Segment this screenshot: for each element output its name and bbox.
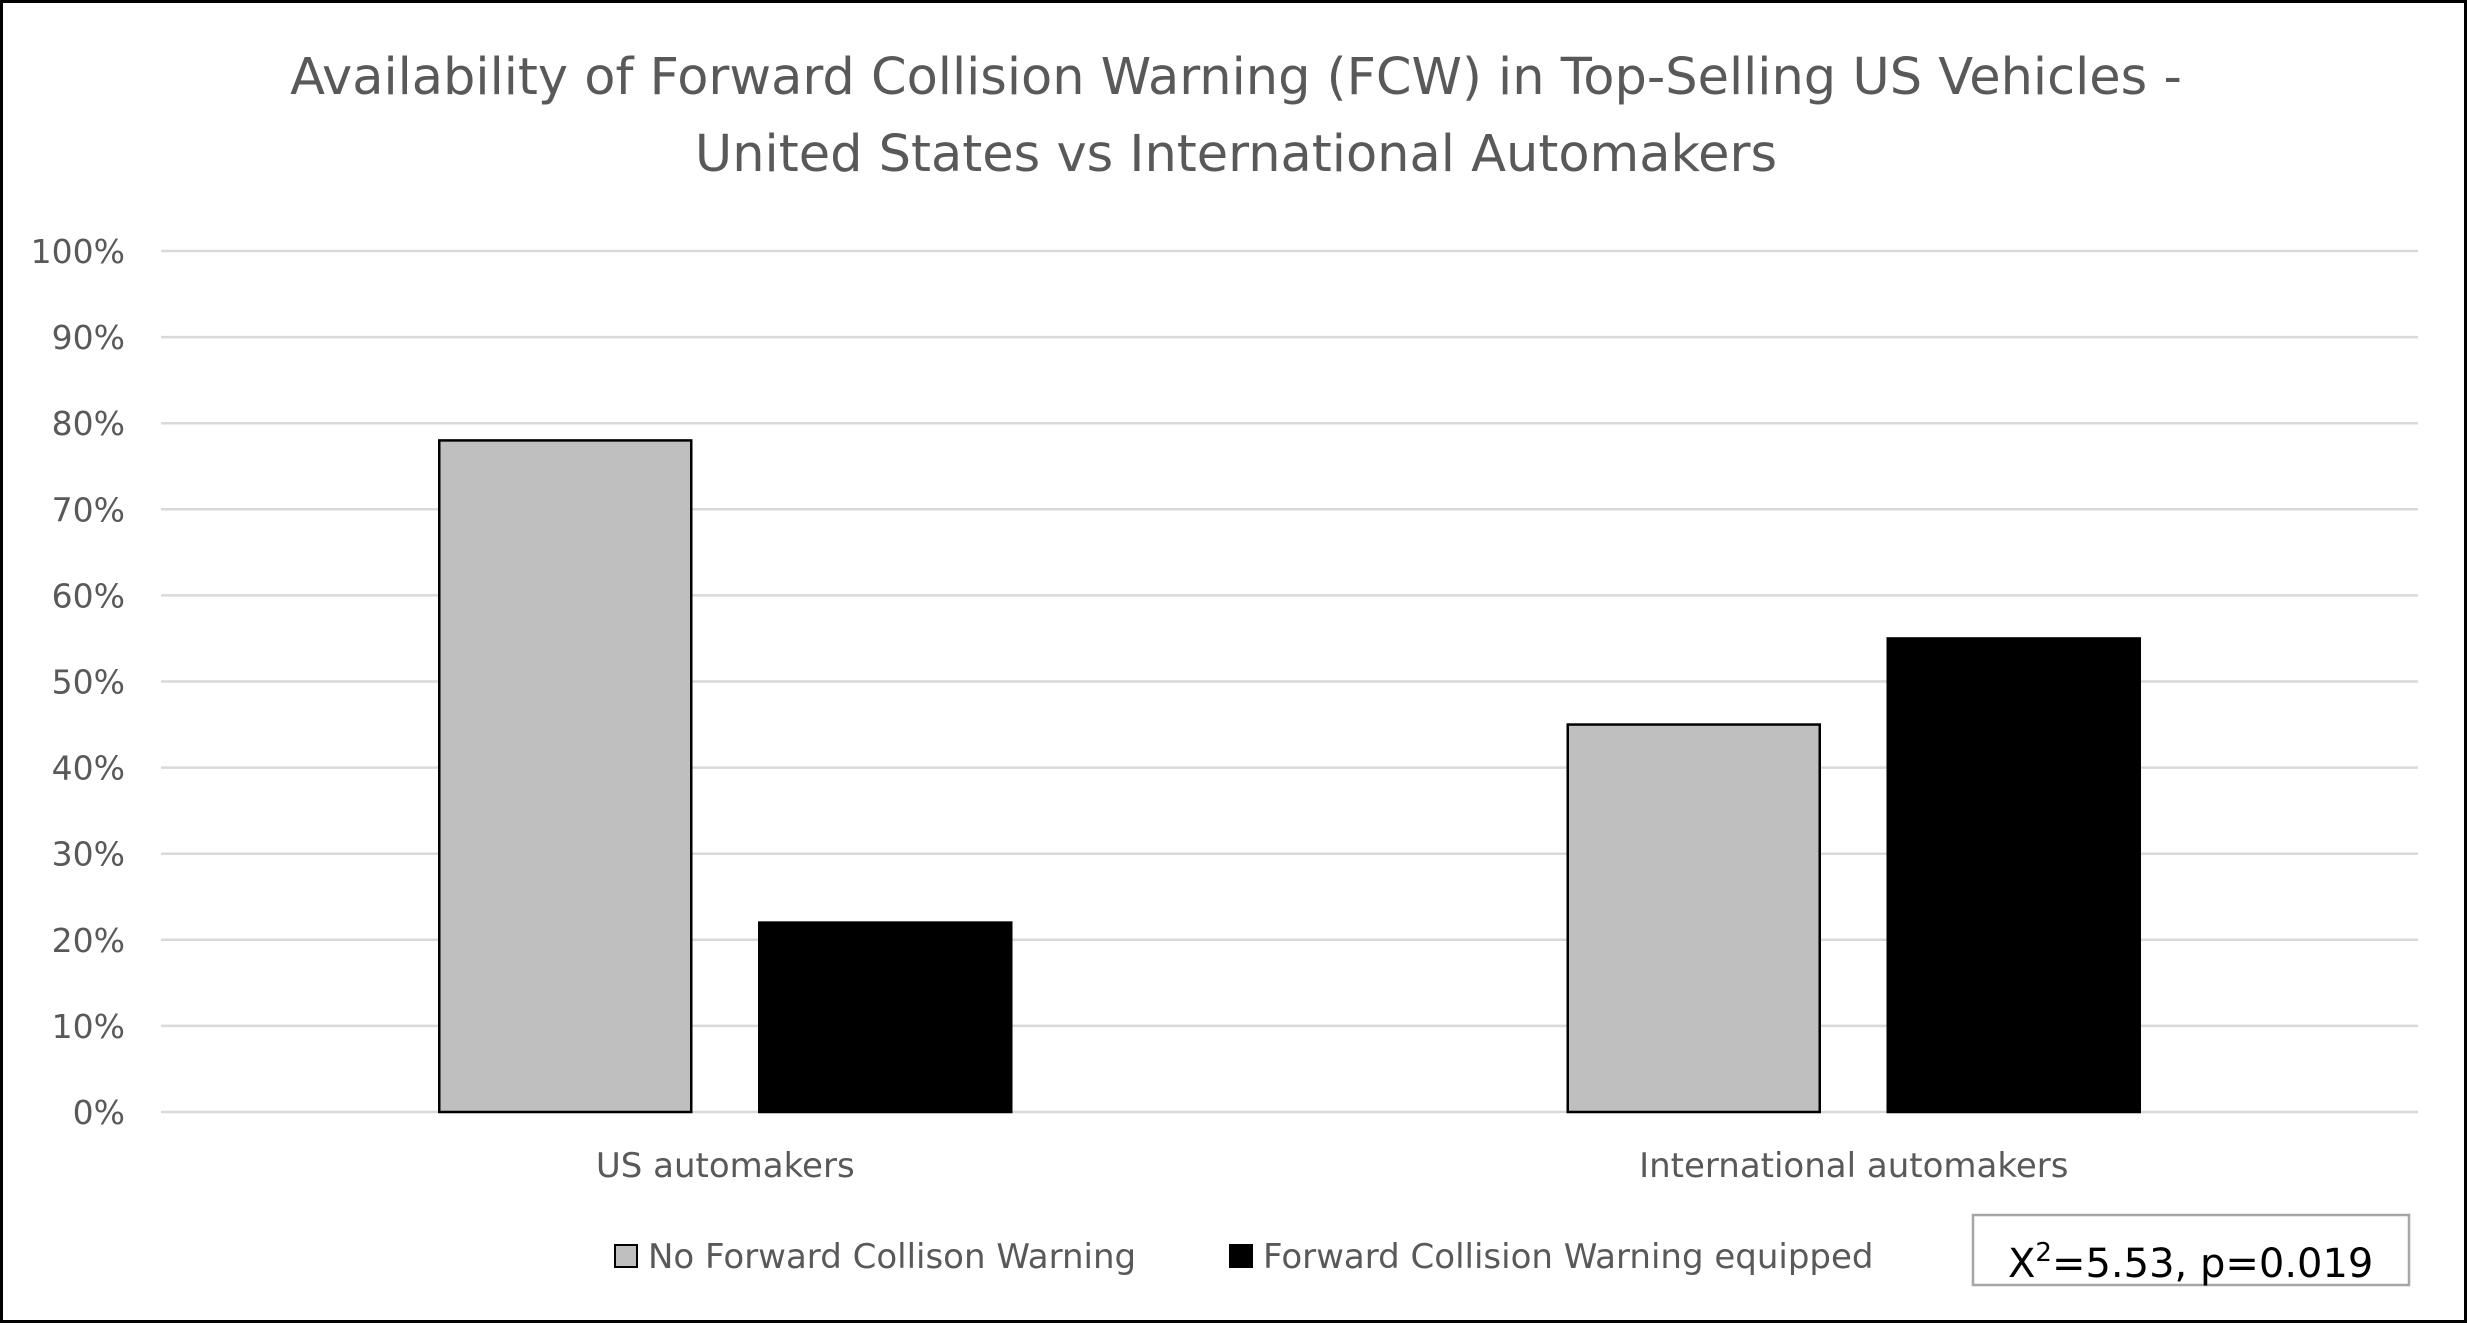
- chart-title: Availability of Forward Collision Warnin…: [290, 48, 2182, 184]
- bar-us-fcw-equipped: [758, 921, 1013, 1114]
- x-category-label: US automakers: [596, 1146, 855, 1186]
- y-tick-label: 40%: [52, 749, 125, 788]
- y-tick-label: 80%: [52, 404, 125, 443]
- y-tick-label: 60%: [52, 576, 125, 615]
- bars: [438, 439, 2141, 1114]
- chart-title-line-1: Availability of Forward Collision Warnin…: [290, 48, 2182, 107]
- x-axis-category-labels: US automakers International automakers: [596, 1146, 2069, 1186]
- y-tick-label: 90%: [52, 318, 125, 357]
- stat-annotation-box: [1971, 1213, 2411, 1287]
- stat-superscript: 2: [2035, 1238, 2052, 1268]
- bar-international-no-fcw: [1566, 723, 1821, 1114]
- stat-values: =5.53, p=0.019: [2052, 1241, 2373, 1287]
- stat-annotation-text: X2=5.53, p=0.019: [2008, 1238, 2373, 1287]
- y-tick-label: 0%: [73, 1093, 125, 1132]
- legend: No Forward Collison Warning Forward Colli…: [614, 1237, 1874, 1277]
- legend-swatch-fcw-equipped: [1229, 1244, 1253, 1268]
- legend-label-fcw-equipped: Forward Collision Warning equipped: [1263, 1237, 1874, 1277]
- y-tick-label: 10%: [52, 1007, 125, 1046]
- stat-chi-symbol: X: [2008, 1241, 2035, 1287]
- bar-us-no-fcw: [438, 439, 693, 1114]
- legend-label-no-fcw: No Forward Collison Warning: [648, 1237, 1136, 1277]
- y-tick-label: 50%: [52, 663, 125, 702]
- bar-chart: Availability of Forward Collision Warnin…: [31, 48, 2418, 1287]
- y-tick-label: 30%: [52, 835, 125, 874]
- y-tick-label: 20%: [52, 921, 125, 960]
- y-tick-label: 70%: [52, 490, 125, 529]
- stat-annotation: X2=5.53, p=0.019: [1971, 1213, 2411, 1287]
- x-category-label: International automakers: [1639, 1146, 2068, 1186]
- bar-international-fcw-equipped: [1886, 637, 2141, 1114]
- chart-title-line-2: United States vs International Automaker…: [695, 125, 1777, 184]
- y-axis-tick-labels: 0% 10% 20% 30% 40% 50% 60% 70% 80% 90% 100%: [31, 232, 125, 1132]
- y-tick-label: 100%: [31, 232, 125, 271]
- legend-swatch-no-fcw: [614, 1244, 638, 1268]
